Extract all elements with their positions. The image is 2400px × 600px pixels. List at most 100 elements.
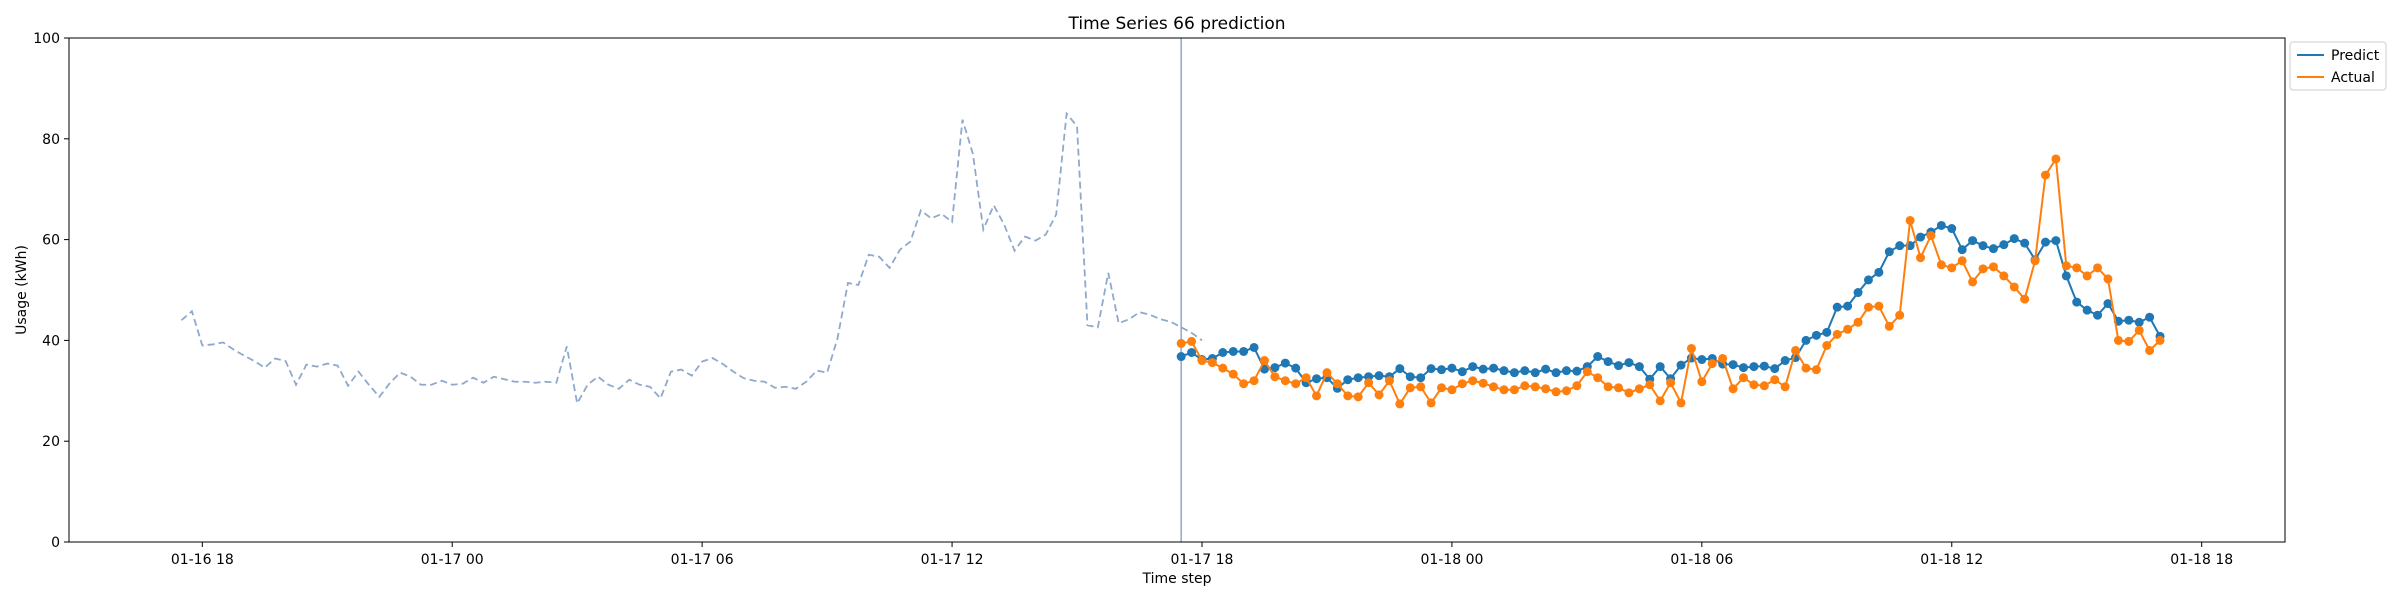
actual-point bbox=[1749, 380, 1759, 390]
actual-point bbox=[1384, 376, 1394, 386]
actual-point bbox=[2082, 271, 2092, 281]
actual-point bbox=[1520, 381, 1530, 391]
predict-point bbox=[1947, 224, 1957, 234]
x-tick-label: 01-18 06 bbox=[1670, 552, 1733, 568]
actual-point bbox=[1655, 396, 1665, 406]
predict-point bbox=[1176, 352, 1186, 362]
actual-point bbox=[1759, 381, 1769, 391]
plot-frame bbox=[68, 37, 2286, 543]
actual-point bbox=[1447, 385, 1457, 395]
actual-point bbox=[1728, 384, 1738, 394]
y-tick-label: 80 bbox=[42, 132, 60, 148]
actual-point bbox=[1541, 384, 1551, 394]
predict-point bbox=[2072, 297, 2082, 307]
predict-point bbox=[1978, 241, 1988, 251]
actual-point bbox=[1791, 345, 1801, 355]
predict-point bbox=[1999, 240, 2009, 250]
actual-point bbox=[1322, 368, 1332, 378]
predict-point bbox=[1863, 275, 1873, 285]
actual-point bbox=[1863, 302, 1873, 312]
actual-point bbox=[1905, 215, 1915, 225]
actual-point bbox=[2040, 170, 2050, 180]
predict-point bbox=[1509, 368, 1519, 378]
predict-point bbox=[1530, 368, 1540, 378]
predict-point bbox=[2082, 305, 2092, 315]
legend: Predict Actual bbox=[2289, 41, 2387, 91]
actual-point bbox=[1686, 343, 1696, 353]
x-tick-label: 01-17 00 bbox=[421, 552, 484, 568]
actual-point bbox=[1988, 262, 1998, 272]
predict-point bbox=[1572, 366, 1582, 376]
predict-point bbox=[1614, 361, 1624, 371]
y-tick-label: 100 bbox=[33, 31, 60, 47]
actual-point bbox=[2051, 154, 2061, 164]
predict-point bbox=[1353, 373, 1363, 383]
predict-point bbox=[1228, 346, 1238, 356]
actual-point bbox=[1801, 363, 1811, 373]
actual-point bbox=[1780, 382, 1790, 392]
predict-point bbox=[1822, 327, 1832, 337]
predict-point bbox=[1843, 301, 1853, 311]
actual-point bbox=[1884, 321, 1894, 331]
predict-point bbox=[1728, 360, 1738, 370]
actual-point bbox=[1936, 260, 1946, 270]
actual-point bbox=[2155, 335, 2165, 345]
actual-point bbox=[1947, 263, 1957, 273]
predict-point bbox=[1187, 347, 1197, 357]
predict-point bbox=[1634, 362, 1644, 372]
x-tick-label: 01-16 18 bbox=[171, 552, 234, 568]
actual-point bbox=[2030, 256, 2040, 266]
actual-point bbox=[1426, 398, 1436, 408]
y-tick-label: 20 bbox=[42, 434, 60, 450]
actual-point bbox=[1301, 373, 1311, 383]
actual-point bbox=[1676, 398, 1686, 408]
predict-point bbox=[1218, 347, 1228, 357]
actual-point bbox=[1582, 367, 1592, 377]
predict-point bbox=[1853, 288, 1863, 298]
predict-point bbox=[1374, 371, 1384, 381]
predict-point bbox=[2040, 237, 2050, 247]
predict-point bbox=[1811, 330, 1821, 340]
actual-point bbox=[1968, 277, 1978, 287]
predict-point bbox=[1957, 245, 1967, 255]
actual-point bbox=[2020, 294, 2030, 304]
predict-point bbox=[1676, 360, 1686, 370]
predict-point bbox=[2103, 299, 2113, 309]
y-tick-label: 40 bbox=[42, 333, 60, 349]
predict-point bbox=[1405, 372, 1415, 382]
y-axis-title: Usage (kWh) bbox=[14, 245, 30, 335]
x-tick-label: 01-17 18 bbox=[1171, 552, 1234, 568]
predict-point bbox=[1603, 357, 1613, 367]
predict-point bbox=[1426, 364, 1436, 374]
actual-point bbox=[1478, 378, 1488, 388]
x-tick-label: 01-17 06 bbox=[671, 552, 734, 568]
y-tick-label: 0 bbox=[51, 535, 60, 551]
predict-point bbox=[2061, 271, 2071, 281]
actual-point bbox=[1207, 358, 1217, 368]
actual-point bbox=[1874, 301, 1884, 311]
predict-point bbox=[1801, 335, 1811, 345]
actual-point bbox=[1926, 231, 1936, 241]
history-line bbox=[180, 111, 1203, 407]
predict-point bbox=[2051, 236, 2061, 246]
predict-point bbox=[2145, 312, 2155, 322]
actual-point bbox=[1843, 324, 1853, 334]
predict-point bbox=[1593, 352, 1603, 362]
predict-point bbox=[1291, 363, 1301, 373]
actual-point bbox=[1603, 382, 1613, 392]
actual-point bbox=[1228, 369, 1238, 379]
actual-point bbox=[1614, 383, 1624, 393]
predict-point bbox=[1916, 232, 1926, 242]
actual-point bbox=[1457, 379, 1467, 389]
actual-point bbox=[1343, 391, 1353, 401]
actual-point bbox=[1957, 256, 1967, 266]
actual-point bbox=[1197, 356, 1207, 366]
predict-point bbox=[1780, 356, 1790, 366]
actual-point bbox=[1416, 382, 1426, 392]
actual-point bbox=[1593, 373, 1603, 383]
actual-point bbox=[1259, 356, 1269, 366]
predict-point bbox=[1249, 342, 1259, 352]
predict-point bbox=[1759, 361, 1769, 371]
predict-point bbox=[1884, 247, 1894, 257]
actual-line bbox=[1180, 156, 2161, 406]
